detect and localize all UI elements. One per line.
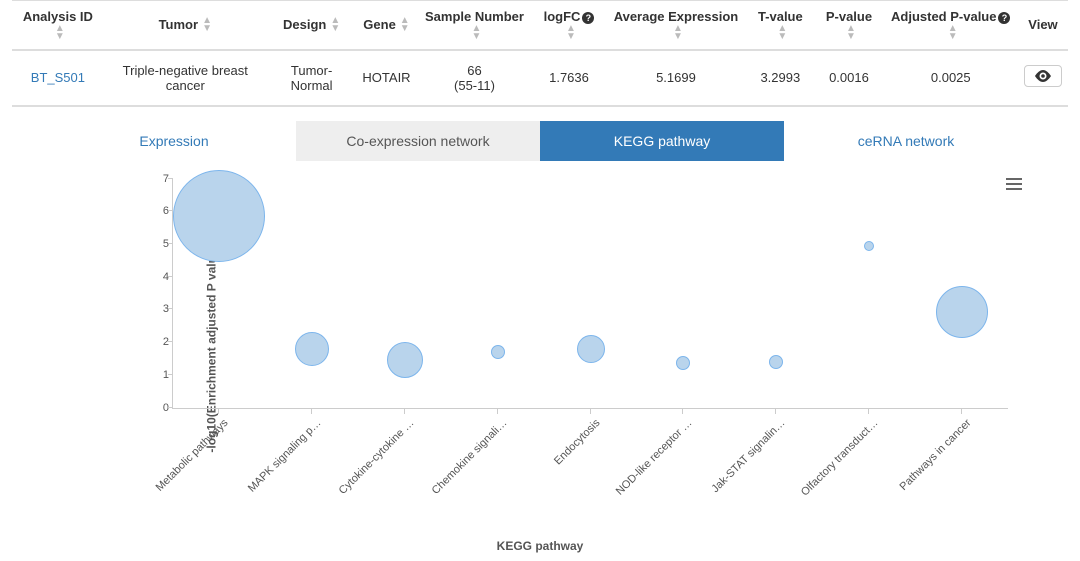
results-table: Analysis ID▲▼Tumor▲▼Design▲▼Gene▲▼Sample… <box>12 0 1068 107</box>
p-value-cell: 0.0016 <box>814 50 883 106</box>
sort-icon[interactable]: ▲▼ <box>673 25 683 41</box>
tab-co-expression-network[interactable]: Co-expression network <box>296 121 540 161</box>
x-tick-label: Olfactory transduct… <box>799 417 881 499</box>
view-button[interactable] <box>1024 65 1062 87</box>
column-header[interactable]: Design▲▼ <box>267 1 357 50</box>
column-header[interactable]: P-value▲▼ <box>814 1 883 50</box>
x-tick-mark <box>775 409 776 414</box>
tab-kegg-pathway[interactable]: KEGG pathway <box>540 121 784 161</box>
t-value-cell: 3.2993 <box>746 50 814 106</box>
x-tick-label: Chemokine signali… <box>429 417 509 497</box>
x-tick-label: MAPK signaling p… <box>246 417 324 495</box>
sort-icon[interactable]: ▲▼ <box>202 17 212 33</box>
sort-icon[interactable]: ▲▼ <box>846 25 856 41</box>
logfc-cell: 1.7636 <box>532 50 605 106</box>
chart-xlabel: KEGG pathway <box>12 539 1068 553</box>
x-tick-mark <box>961 409 962 414</box>
sort-icon[interactable]: ▲▼ <box>777 25 787 41</box>
column-header[interactable]: logFC?▲▼ <box>532 1 605 50</box>
column-header[interactable]: Adjusted P-value?▲▼ <box>884 1 1018 50</box>
x-tick-label: Jak-STAT signalin… <box>709 417 787 495</box>
chart-bubble[interactable] <box>491 345 505 359</box>
chart-bubble[interactable] <box>936 286 988 338</box>
eye-icon <box>1035 70 1051 82</box>
column-header[interactable]: Gene▲▼ <box>356 1 416 50</box>
chart-bubble[interactable] <box>864 241 874 251</box>
adj-p-value-cell: 0.0025 <box>884 50 1018 106</box>
sort-icon[interactable]: ▲▼ <box>55 25 65 41</box>
chart-bubble[interactable] <box>173 170 265 262</box>
sample-number-cell: 66 (55-11) <box>417 50 533 106</box>
help-icon[interactable]: ? <box>582 12 594 24</box>
sort-icon[interactable]: ▲▼ <box>400 17 410 33</box>
x-tick-mark <box>590 409 591 414</box>
y-tick-label: 3 <box>147 303 169 315</box>
x-tick-mark <box>682 409 683 414</box>
x-tick-label: Endocytosis <box>552 417 602 467</box>
sort-icon[interactable]: ▲▼ <box>948 25 958 41</box>
tumor-cell: Triple-negative breast cancer <box>104 50 267 106</box>
x-tick-label: Cytokine-cytokine … <box>337 417 417 497</box>
chart-bubble[interactable] <box>769 355 783 369</box>
column-header[interactable]: Analysis ID▲▼ <box>12 1 104 50</box>
y-tick-label: 5 <box>147 238 169 250</box>
design-cell: Tumor-Normal <box>267 50 357 106</box>
x-tick-label: NOD-like receptor … <box>614 417 695 498</box>
y-tick-label: 7 <box>147 173 169 185</box>
chart-bubble[interactable] <box>295 332 329 366</box>
column-header[interactable]: Sample Number▲▼ <box>417 1 533 50</box>
sort-icon[interactable]: ▲▼ <box>566 25 576 41</box>
x-tick-label: Metabolic pathways <box>154 417 231 494</box>
column-header[interactable]: Tumor▲▼ <box>104 1 267 50</box>
chart-menu-icon[interactable] <box>1006 175 1022 193</box>
chart-bubble[interactable] <box>387 342 423 378</box>
y-tick-label: 2 <box>147 336 169 348</box>
sort-icon[interactable]: ▲▼ <box>472 25 482 41</box>
chart-bubble[interactable] <box>676 356 690 370</box>
column-header[interactable]: T-value▲▼ <box>746 1 814 50</box>
table-row: BT_S501 Triple-negative breast cancer Tu… <box>12 50 1068 106</box>
x-tick-mark <box>218 409 219 414</box>
sort-icon[interactable]: ▲▼ <box>330 17 340 33</box>
y-tick-label: 4 <box>147 271 169 283</box>
x-tick-mark <box>311 409 312 414</box>
analysis-id-link[interactable]: BT_S501 <box>31 70 85 85</box>
tab-cerna-network[interactable]: ceRNA network <box>784 121 1028 161</box>
avg-expr-cell: 5.1699 <box>606 50 747 106</box>
y-tick-label: 1 <box>147 369 169 381</box>
x-tick-label: Pathways in cancer <box>897 417 973 493</box>
x-tick-mark <box>497 409 498 414</box>
y-tick-label: 6 <box>147 205 169 217</box>
column-header: View <box>1018 1 1068 50</box>
tab-bar: ExpressionCo-expression networkKEGG path… <box>52 121 1028 161</box>
chart-bubble[interactable] <box>577 335 605 363</box>
help-icon[interactable]: ? <box>998 12 1010 24</box>
x-tick-mark <box>404 409 405 414</box>
x-tick-mark <box>868 409 869 414</box>
kegg-bubble-chart: -log10(Enrichment adjusted P value) 0123… <box>152 169 1028 529</box>
tab-expression[interactable]: Expression <box>52 121 296 161</box>
y-tick-label: 0 <box>147 402 169 414</box>
gene-cell: HOTAIR <box>356 50 416 106</box>
column-header[interactable]: Average Expression▲▼ <box>606 1 747 50</box>
